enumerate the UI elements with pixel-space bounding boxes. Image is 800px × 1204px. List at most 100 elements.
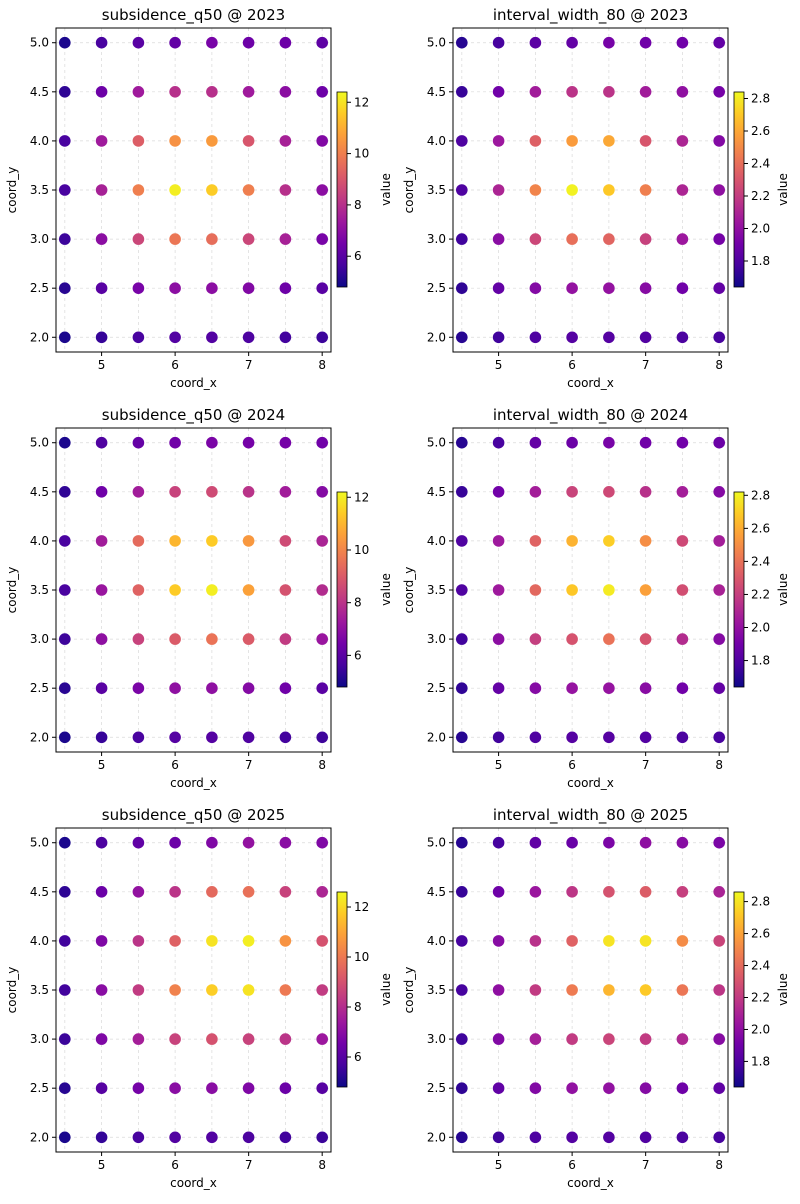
x-tick-label: 7 bbox=[245, 758, 253, 772]
data-point bbox=[456, 1033, 468, 1045]
data-point bbox=[603, 36, 615, 49]
colorbar-tick-label: 2.4 bbox=[751, 157, 770, 171]
colorbar-tick-label: 2.0 bbox=[751, 222, 770, 236]
data-point bbox=[566, 935, 578, 947]
data-point bbox=[279, 86, 292, 98]
data-point bbox=[169, 935, 181, 947]
data-point bbox=[566, 36, 578, 49]
data-point bbox=[206, 584, 218, 596]
data-point bbox=[676, 935, 689, 947]
data-point bbox=[169, 135, 181, 147]
data-point bbox=[456, 731, 468, 744]
data-point bbox=[603, 282, 615, 295]
colorbar-gradient bbox=[336, 491, 348, 688]
data-point bbox=[566, 233, 578, 245]
data-point bbox=[713, 86, 725, 98]
y-tick-label: 3.0 bbox=[427, 232, 446, 246]
colorbar: 6 8 10 12 value bbox=[336, 891, 393, 1088]
colorbar-tick-label: 12 bbox=[354, 900, 369, 914]
data-point bbox=[132, 535, 145, 547]
data-point bbox=[676, 886, 689, 898]
data-point bbox=[279, 1033, 292, 1045]
x-axis-label: coord_x bbox=[567, 776, 614, 790]
data-point bbox=[279, 282, 292, 295]
x-tick-label: 7 bbox=[245, 1158, 253, 1172]
data-point bbox=[603, 682, 615, 694]
y-tick-label: 2.0 bbox=[30, 1130, 49, 1144]
data-point bbox=[639, 682, 652, 694]
data-point bbox=[639, 584, 652, 596]
x-tick-label: 7 bbox=[642, 758, 650, 772]
data-point bbox=[169, 36, 181, 49]
x-tick-label: 5 bbox=[495, 1158, 503, 1172]
x-axis-label: coord_x bbox=[170, 376, 217, 390]
data-point bbox=[639, 633, 652, 645]
colorbar-tick-label: 8 bbox=[354, 1000, 362, 1014]
data-point bbox=[206, 436, 218, 449]
colorbar-tick-label: 10 bbox=[354, 543, 369, 557]
y-axis-label: coord_y bbox=[402, 967, 416, 1014]
data-point bbox=[95, 886, 108, 898]
y-axis-label: coord_y bbox=[402, 167, 416, 214]
data-point bbox=[132, 633, 145, 645]
x-tick-label: 5 bbox=[495, 358, 503, 372]
data-point bbox=[456, 836, 468, 849]
data-point bbox=[132, 682, 145, 694]
data-point bbox=[316, 731, 329, 744]
data-point bbox=[169, 633, 181, 645]
colorbar-tick-label: 10 bbox=[354, 147, 369, 161]
data-point bbox=[279, 584, 292, 596]
data-point bbox=[95, 584, 108, 596]
data-point bbox=[492, 436, 505, 449]
data-point bbox=[316, 36, 329, 49]
data-point bbox=[603, 984, 615, 996]
data-point bbox=[639, 886, 652, 898]
data-point bbox=[59, 984, 71, 996]
data-point bbox=[456, 584, 468, 596]
data-point bbox=[242, 1082, 255, 1094]
data-point bbox=[242, 682, 255, 694]
data-point bbox=[95, 984, 108, 996]
y-tick-label: 2.5 bbox=[30, 281, 49, 295]
data-point bbox=[206, 984, 218, 996]
data-point bbox=[59, 584, 71, 596]
y-tick-label: 3.0 bbox=[30, 232, 49, 246]
data-point bbox=[59, 282, 71, 295]
data-point bbox=[279, 36, 292, 49]
data-point bbox=[316, 1082, 329, 1094]
colorbar-tick-label: 1.8 bbox=[751, 1054, 770, 1068]
colorbar-gradient bbox=[336, 891, 348, 1088]
data-point bbox=[603, 486, 615, 498]
data-point bbox=[132, 233, 145, 245]
data-point bbox=[242, 1033, 255, 1045]
data-point bbox=[603, 535, 615, 547]
y-tick-label: 4.0 bbox=[30, 534, 49, 548]
y-tick-label: 4.0 bbox=[30, 934, 49, 948]
chart-title: interval_width_80 @ 2025 bbox=[493, 806, 688, 825]
data-point bbox=[492, 282, 505, 295]
data-point bbox=[713, 233, 725, 245]
data-point bbox=[316, 1033, 329, 1045]
data-point bbox=[59, 731, 71, 744]
data-point bbox=[206, 836, 218, 849]
colorbar-tick-label: 12 bbox=[354, 490, 369, 504]
x-tick-label: 8 bbox=[318, 1158, 326, 1172]
data-point bbox=[639, 1033, 652, 1045]
data-point bbox=[316, 836, 329, 849]
data-point bbox=[279, 633, 292, 645]
data-point bbox=[59, 436, 71, 449]
data-point bbox=[206, 233, 218, 245]
data-point bbox=[169, 184, 181, 196]
subplot-3: 5 6 7 8 2.0 2.5 3.0 3.5 4.0 4.5 5.0 subsidence_q50 … bbox=[5, 406, 393, 790]
data-point bbox=[639, 535, 652, 547]
data-point bbox=[95, 935, 108, 947]
data-point bbox=[529, 233, 542, 245]
colorbar: 1.8 2.0 2.2 2.4 2.6 2.8 value bbox=[733, 891, 790, 1088]
data-point bbox=[676, 331, 689, 344]
data-point bbox=[132, 436, 145, 449]
y-tick-label: 5.0 bbox=[30, 36, 49, 50]
x-tick-label: 8 bbox=[318, 758, 326, 772]
x-tick-label: 5 bbox=[98, 758, 106, 772]
y-tick-label: 5.0 bbox=[427, 36, 446, 50]
data-point bbox=[132, 86, 145, 98]
